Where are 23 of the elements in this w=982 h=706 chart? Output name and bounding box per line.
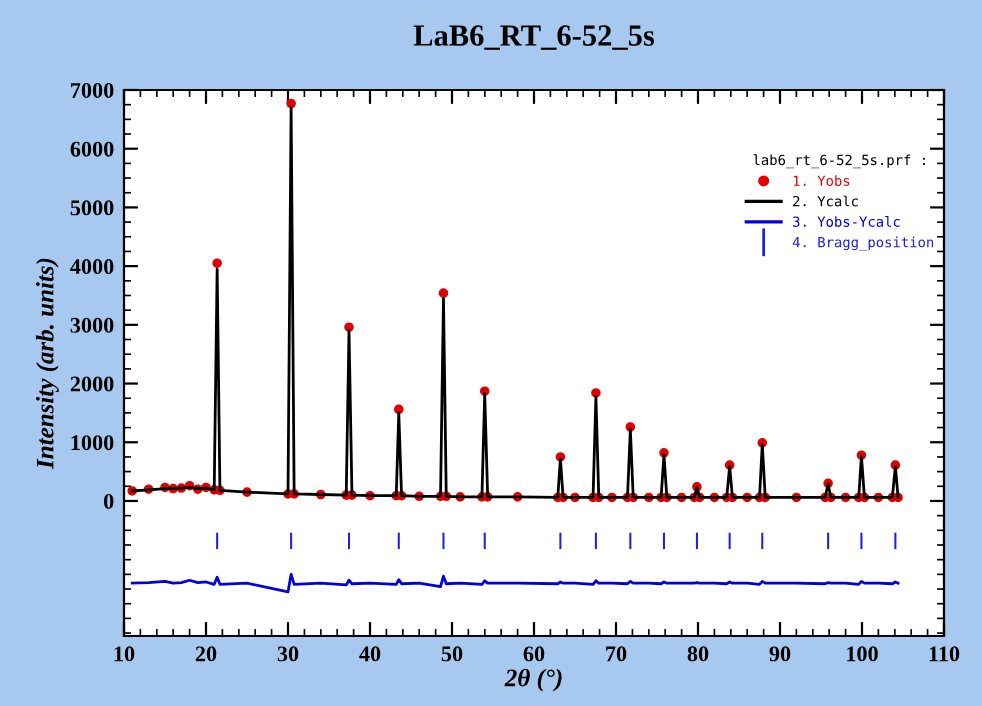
y-tick-label: 2000 [70, 376, 114, 392]
x-tick-label: 40 [359, 646, 381, 662]
x-tick-label: 100 [847, 646, 878, 662]
line-series [130, 572, 900, 594]
y-axis-title: Intensity (arb. units) [35, 258, 59, 470]
x-tick-label: 60 [523, 646, 545, 662]
x-tick-label: 80 [687, 646, 709, 662]
chart-title: LaB6_RT_6-52_5s [413, 25, 655, 50]
y-tick-label: 0 [104, 493, 114, 509]
x-axis-title: 2θ (°) [504, 668, 562, 692]
y-tick-label: 7000 [71, 82, 114, 98]
y-tick-label: 6000 [70, 141, 114, 157]
y-tick-label: 3000 [70, 317, 114, 333]
y-tick-label: 1000 [71, 435, 114, 451]
x-tick-label: 10 [114, 646, 135, 662]
x-tick-label: 50 [441, 646, 463, 662]
x-tick-label: 30 [277, 646, 299, 662]
y-tick-label: 4000 [70, 259, 114, 275]
x-tick-label: 70 [606, 646, 627, 662]
x-tick-label: 110 [929, 646, 960, 662]
y-tick-label: 5000 [70, 200, 114, 216]
x-tick-label: 90 [769, 646, 791, 662]
x-tick-label: 20 [195, 646, 217, 662]
